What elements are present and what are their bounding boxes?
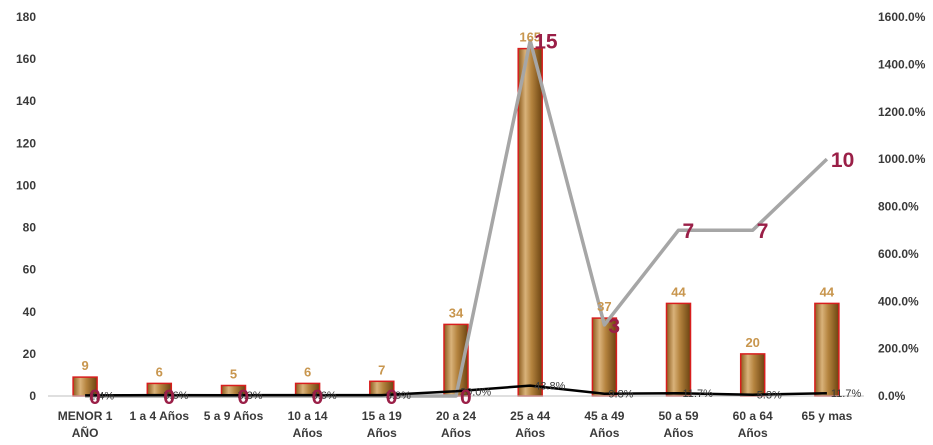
x-category-label: Años xyxy=(589,426,619,440)
y-left-tick-label: 180 xyxy=(16,10,36,24)
line-series xyxy=(85,38,829,398)
bar-value-label: 5 xyxy=(230,367,237,382)
x-category-label: Años xyxy=(441,426,471,440)
count-label: 0 xyxy=(386,386,398,409)
count-label: 7 xyxy=(683,220,695,243)
bar-value-label: 7 xyxy=(378,362,385,377)
y-right-tick-label: 800.0% xyxy=(878,200,919,214)
count-label: 0 xyxy=(312,386,324,409)
bar-value-label: 9 xyxy=(81,358,88,373)
x-category-label: 10 a 14 xyxy=(288,409,328,423)
bar-value-label: 44 xyxy=(671,284,686,299)
x-category-label: 50 a 59 xyxy=(658,409,698,423)
x-category-label: 25 a 44 xyxy=(510,409,550,423)
percentage-label: 5.3% xyxy=(757,390,782,402)
count-label: 7 xyxy=(757,220,769,243)
count-label: 0 xyxy=(460,386,472,409)
y-axis-left: 0 20 40 60 80 100 120 140 160 180 xyxy=(16,10,36,403)
y-right-tick-label: 400.0% xyxy=(878,294,919,308)
y-right-tick-label: 1000.0% xyxy=(878,152,926,166)
count-label: 3 xyxy=(608,315,620,338)
count-label: 0 xyxy=(238,386,250,409)
percentage-label: 11.7% xyxy=(683,388,714,400)
x-category-label: Años xyxy=(738,426,768,440)
y-left-tick-label: 100 xyxy=(16,178,36,192)
y-right-tick-label: 0.0% xyxy=(878,389,906,403)
percentage-label: 9.8% xyxy=(608,389,633,401)
x-category-label: Años xyxy=(293,426,323,440)
bar-value-label: 6 xyxy=(304,364,311,379)
x-category-label: 20 a 24 xyxy=(436,409,476,423)
bar-value-label: 6 xyxy=(156,364,163,379)
percentage-label: 43.8% xyxy=(534,381,565,393)
bar xyxy=(517,47,543,397)
percentage-label: 11.7% xyxy=(831,388,862,400)
y-left-tick-label: 120 xyxy=(16,136,36,150)
bar xyxy=(814,302,840,397)
x-category-label: 45 a 49 xyxy=(584,409,624,423)
count-label: 0 xyxy=(163,386,175,409)
x-category-label: 65 y mas xyxy=(802,409,853,423)
percentage-line xyxy=(85,384,827,397)
x-category-label: 60 a 64 xyxy=(733,409,773,423)
percentage-label: 3.6% xyxy=(163,390,188,402)
bar xyxy=(739,353,766,397)
x-category-label: Años xyxy=(664,426,694,440)
y-axis-right: 0.0% 200.0% 400.0% 600.0% 800.0% 1000.0% 1200.… xyxy=(878,10,926,403)
percentage-label: 3.9% xyxy=(386,390,411,402)
bar-value-label: 20 xyxy=(745,335,759,350)
x-category-label: Años xyxy=(367,426,397,440)
x-category-label: AÑO xyxy=(72,425,99,440)
y-right-tick-label: 1200.0% xyxy=(878,105,926,119)
y-right-tick-label: 200.0% xyxy=(878,342,919,356)
x-category-label: 1 a 4 Años xyxy=(130,409,190,423)
bar-series xyxy=(72,47,840,397)
y-right-tick-label: 1400.0% xyxy=(878,57,926,71)
bar-value-label: 165 xyxy=(519,30,541,45)
y-left-tick-label: 20 xyxy=(23,347,37,361)
y-left-tick-label: 60 xyxy=(23,263,37,277)
y-right-tick-label: 600.0% xyxy=(878,247,919,261)
count-label: 0 xyxy=(89,386,101,409)
y-left-tick-label: 0 xyxy=(29,389,36,403)
x-axis-categories: MENOR 1 AÑO 1 a 4 Años 5 a 9 Años 10 a 14 Año… xyxy=(58,409,853,440)
y-left-tick-label: 80 xyxy=(23,221,37,235)
y-right-tick-label: 1600.0% xyxy=(878,10,926,24)
x-category-label: MENOR 1 xyxy=(58,409,113,423)
bar-value-label: 34 xyxy=(449,305,464,320)
bar-value-label: 44 xyxy=(820,284,835,299)
percentage-label: 2.4% xyxy=(89,390,114,402)
bar-value-label: 37 xyxy=(597,299,611,314)
x-category-label: 15 a 19 xyxy=(362,409,402,423)
count-label: 15 xyxy=(534,31,558,54)
count-label: 10 xyxy=(831,149,854,172)
y-left-tick-label: 40 xyxy=(23,305,37,319)
percentage-label: 3.3% xyxy=(238,390,263,402)
y-left-tick-label: 140 xyxy=(16,94,36,108)
y-left-tick-label: 160 xyxy=(16,52,36,66)
percentage-label: 3.6% xyxy=(312,390,337,402)
bar xyxy=(665,302,692,397)
percentage-label: 20.0% xyxy=(460,386,491,398)
x-category-label: Años xyxy=(515,426,545,440)
x-category-label: 5 a 9 Años xyxy=(204,409,264,423)
